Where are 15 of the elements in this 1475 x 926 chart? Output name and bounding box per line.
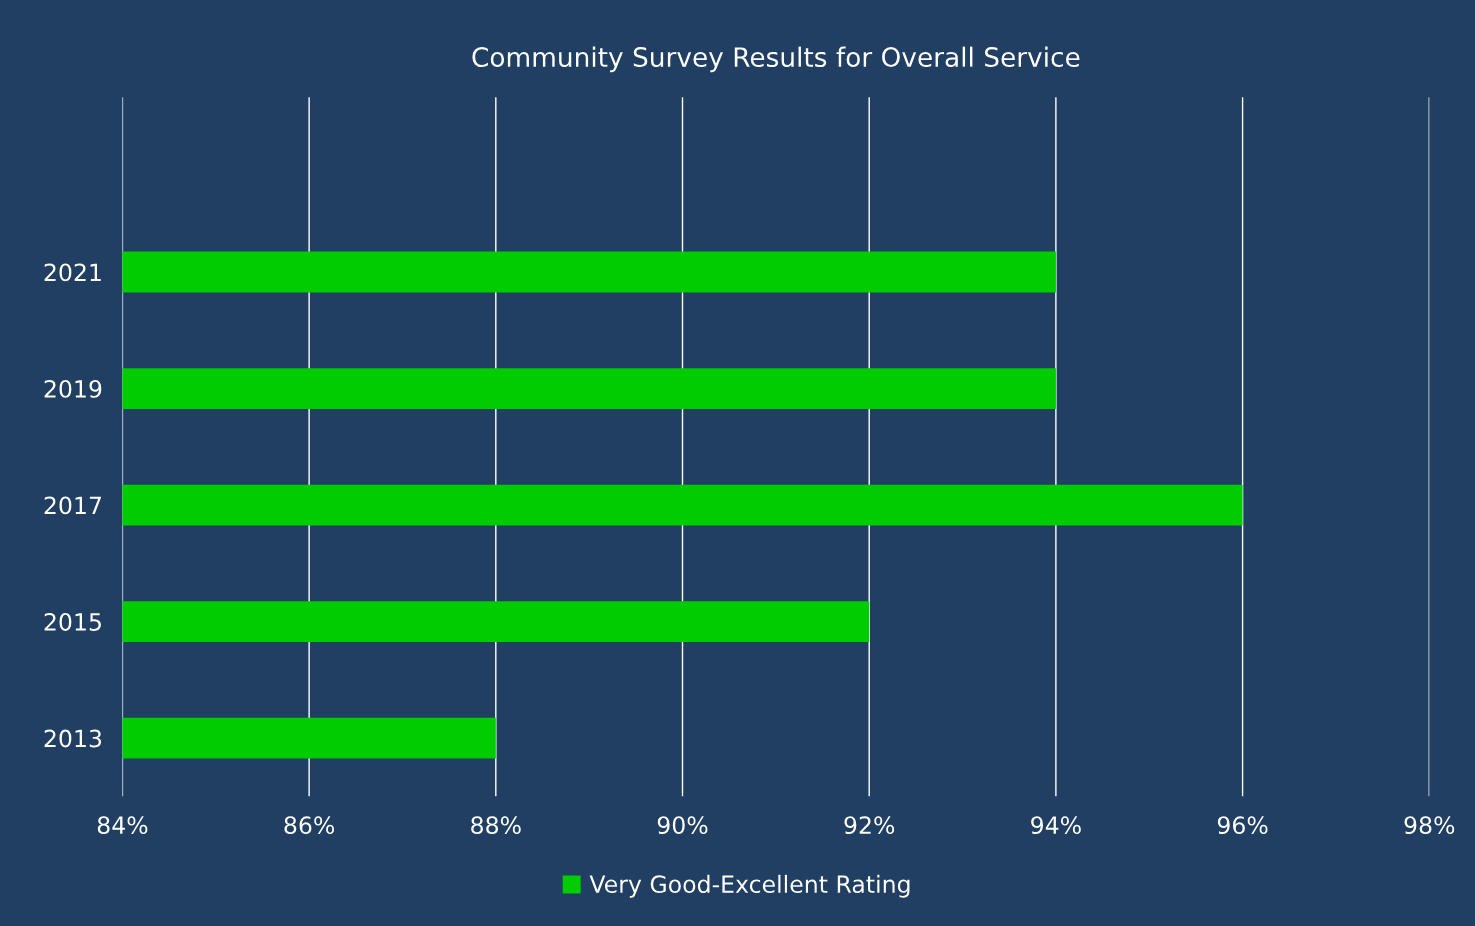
legend-label: Very Good-Excellent Rating (589, 874, 910, 898)
x-tick-label: 88% (471, 816, 521, 835)
y-tick-label: 2021 (44, 263, 101, 282)
x-tick-label: 90% (657, 816, 708, 835)
y-tick-label: 2017 (44, 496, 101, 515)
x-tick-label: 84% (97, 816, 148, 835)
y-tick-label: 2019 (44, 379, 102, 398)
y-tick-label: 2015 (44, 613, 101, 631)
x-tick-label: 92% (844, 816, 895, 835)
x-tick-label: 86% (284, 816, 335, 835)
x-tick-label: 98% (1404, 816, 1455, 835)
y-tick-label: 2013 (44, 729, 102, 748)
x-tick-label: 94% (1031, 816, 1081, 835)
chart-title: Community Survey Results for Overall Service (472, 46, 1080, 73)
x-tick-label: 96% (1217, 816, 1268, 835)
